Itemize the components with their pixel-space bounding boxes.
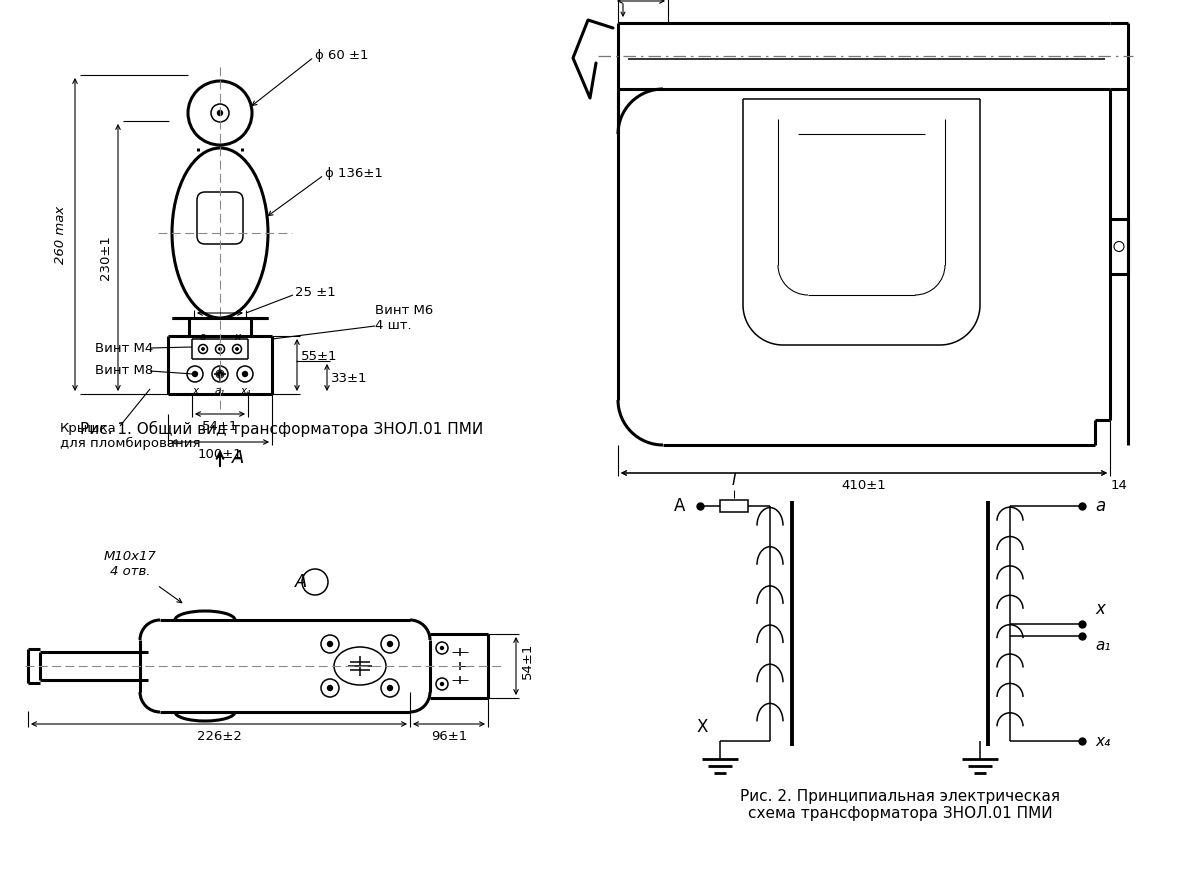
Text: I: I — [732, 473, 737, 488]
Text: х₄: х₄ — [240, 386, 250, 396]
Circle shape — [217, 372, 222, 376]
Text: М10х17
4 отв.: М10х17 4 отв. — [103, 550, 156, 578]
Text: 54±1: 54±1 — [202, 420, 238, 433]
Circle shape — [328, 685, 332, 691]
Text: А: А — [673, 497, 685, 515]
Text: Рис. 1. Общий вид трансформатора ЗНОЛ.01 ПМИ: Рис. 1. Общий вид трансформатора ЗНОЛ.01… — [80, 421, 484, 437]
Text: 33±1: 33±1 — [331, 372, 367, 384]
Text: x: x — [234, 332, 240, 342]
Circle shape — [388, 641, 392, 647]
Text: Крышка
для пломбирования: Крышка для пломбирования — [60, 422, 200, 450]
Text: А: А — [232, 449, 245, 467]
Text: ϕ 136±1: ϕ 136±1 — [325, 167, 383, 180]
Text: Винт М6
4 шт.: Винт М6 4 шт. — [374, 304, 433, 332]
Circle shape — [388, 685, 392, 691]
Text: 55±1: 55±1 — [301, 350, 337, 363]
Text: А: А — [295, 573, 307, 591]
Text: а₁: а₁ — [1096, 639, 1110, 654]
Circle shape — [440, 683, 444, 685]
Bar — [720, 500, 748, 512]
Text: а: а — [1096, 497, 1105, 515]
Text: а: а — [200, 332, 206, 342]
Text: 14: 14 — [1110, 479, 1128, 492]
Text: Рис. 2. Принципиальная электрическая
схема трансформатора ЗНОЛ.01 ПМИ: Рис. 2. Принципиальная электрическая схе… — [740, 789, 1060, 821]
Text: 54±1: 54±1 — [521, 643, 534, 679]
Text: 25 ±1: 25 ±1 — [295, 286, 336, 300]
Circle shape — [202, 348, 204, 351]
Text: x: x — [1096, 601, 1105, 618]
Text: 260 max: 260 max — [54, 205, 67, 263]
Text: Винт М8: Винт М8 — [95, 365, 154, 377]
Text: Винт М4: Винт М4 — [95, 342, 154, 354]
Circle shape — [192, 372, 198, 376]
Text: х₄: х₄ — [1096, 734, 1110, 749]
Text: 100±1: 100±1 — [198, 448, 242, 461]
Circle shape — [440, 647, 444, 649]
Text: 226±2: 226±2 — [197, 730, 241, 743]
Circle shape — [242, 372, 247, 376]
Text: Х: Х — [697, 718, 708, 736]
Text: а₁: а₁ — [215, 386, 226, 396]
Text: 96±1: 96±1 — [431, 730, 467, 743]
Circle shape — [217, 110, 222, 115]
Text: 410±1: 410±1 — [841, 479, 887, 492]
Text: 230±1: 230±1 — [100, 235, 113, 280]
Circle shape — [236, 348, 238, 351]
Text: х: х — [192, 386, 198, 396]
Circle shape — [218, 348, 221, 351]
Circle shape — [328, 641, 332, 647]
Text: ϕ 60 ±1: ϕ 60 ±1 — [314, 48, 368, 62]
